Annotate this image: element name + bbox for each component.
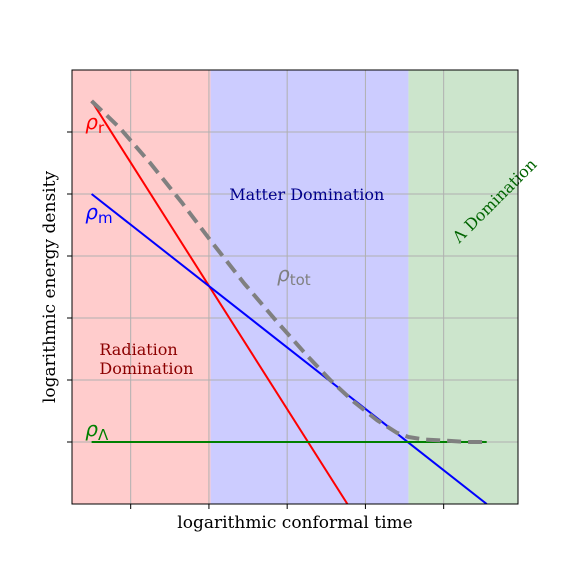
- series-label-rho_tot: ρtot: [277, 262, 311, 289]
- region-label-radiation: Radiation Domination: [99, 340, 193, 378]
- series-line-rho_m: [90, 193, 488, 504]
- x-axis-label: logarithmic conformal time: [177, 513, 412, 533]
- series-label-rho_lambda: ρΛ: [85, 417, 109, 444]
- plot-frame: [71, 69, 519, 505]
- series-line-rho_r: [90, 100, 349, 504]
- series-label-rho_m: ρm: [85, 200, 112, 227]
- series-line-rho_tot: [90, 99, 487, 444]
- y-axis-label: logarithmic energy density: [40, 171, 60, 403]
- axis-ticks: [67, 131, 445, 509]
- region-radiation: [72, 70, 211, 504]
- region-label-matter: Matter Domination: [229, 185, 384, 204]
- series-lines: [90, 99, 488, 504]
- series-label-rho_r: ρr: [85, 110, 105, 137]
- domination-regions: [72, 70, 518, 504]
- grid-lines: [72, 70, 518, 504]
- region-lambda: [408, 70, 518, 504]
- region-matter: [210, 70, 409, 504]
